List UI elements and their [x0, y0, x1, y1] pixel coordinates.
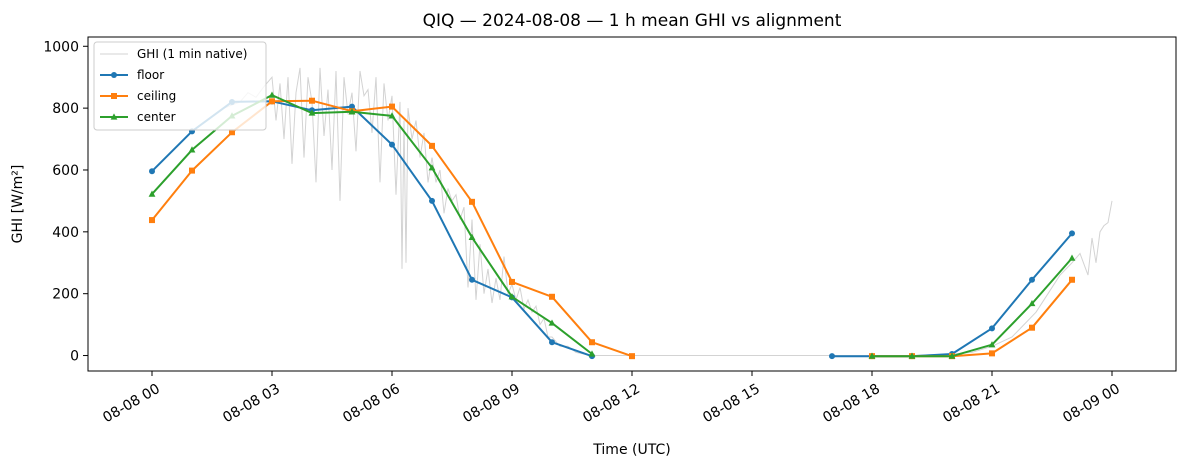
data-point-floor	[1029, 276, 1035, 283]
chart-marks	[148, 67, 1113, 360]
series-center	[148, 91, 1076, 359]
data-point-floor	[989, 325, 995, 332]
data-point-ceiling	[1069, 276, 1075, 283]
x-tick-label: 08-08 18	[820, 381, 883, 426]
data-point-floor	[349, 103, 355, 110]
series-floor	[149, 98, 1075, 360]
data-point-center	[1068, 254, 1076, 261]
data-point-floor	[389, 141, 395, 148]
x-tick-label: 08-08 03	[220, 381, 283, 426]
data-point-ceiling	[389, 103, 395, 110]
x-tick-label: 08-08 09	[460, 381, 523, 426]
legend-label: center	[137, 110, 176, 124]
x-axis-title: Time (UTC)	[592, 442, 670, 458]
data-point-center	[588, 350, 596, 357]
data-point-center	[508, 293, 516, 300]
y-axis-title: GHI [W/m²]	[10, 165, 26, 244]
data-point-center	[148, 190, 156, 197]
data-point-center	[908, 352, 916, 359]
data-point-center	[868, 352, 876, 359]
data-point-floor	[469, 276, 475, 283]
data-point-ceiling	[309, 97, 315, 104]
data-point-floor	[149, 168, 155, 175]
data-point-center	[388, 112, 396, 119]
y-axis: 0 200 400 600 800 1000	[43, 39, 88, 365]
data-point-floor	[829, 353, 835, 360]
legend-marker	[110, 113, 118, 120]
data-point-ceiling	[229, 129, 235, 136]
data-point-floor	[1069, 230, 1075, 237]
y-tick-label: 0	[70, 349, 79, 365]
legend: GHI (1 min native) floor ceiling center	[93, 41, 267, 131]
data-point-ceiling	[589, 339, 595, 346]
data-point-ceiling	[989, 350, 995, 357]
x-tick-label: 08-08 15	[700, 381, 763, 426]
x-axis: 08-08 00 08-08 03 08-08 06 08-08 09 08-08 12…	[100, 371, 1123, 426]
legend-item: GHI (1 min native)	[100, 47, 247, 61]
data-point-ceiling	[549, 293, 555, 300]
data-point-center	[988, 341, 996, 348]
y-tick-label: 800	[52, 101, 79, 117]
chart-title: QIQ — 2024-08-08 — 1 h mean GHI vs align…	[423, 11, 842, 31]
legend-label: GHI (1 min native)	[137, 47, 247, 61]
data-point-center	[308, 109, 316, 116]
legend-label: floor	[137, 68, 164, 82]
x-tick-label: 08-08 00	[100, 381, 163, 426]
data-point-center	[348, 108, 356, 115]
data-point-ceiling	[629, 353, 635, 360]
data-point-ceiling	[469, 198, 475, 205]
data-point-ceiling	[1029, 324, 1035, 331]
x-tick-label: 08-08 12	[580, 381, 643, 426]
y-tick-label: 200	[52, 287, 79, 303]
data-point-center	[468, 233, 476, 240]
series-line-center	[151, 94, 1073, 358]
data-point-ceiling	[509, 278, 515, 285]
series-line-floor	[151, 100, 1073, 358]
y-tick-label: 600	[52, 163, 79, 179]
legend-box	[93, 41, 267, 131]
x-tick-label: 08-08 21	[940, 381, 1003, 426]
data-point-center	[428, 164, 436, 171]
data-point-floor	[549, 339, 555, 346]
legend-marker	[111, 93, 117, 99]
legend-marker	[111, 72, 117, 78]
data-point-ceiling	[189, 167, 195, 174]
series-ceiling	[149, 97, 1075, 360]
data-point-center	[188, 146, 196, 153]
data-point-center	[1028, 299, 1036, 307]
data-point-center	[268, 91, 276, 98]
data-point-center	[548, 319, 556, 326]
y-tick-label: 1000	[43, 39, 79, 55]
legend-item: center	[100, 110, 176, 124]
legend-item: floor	[100, 68, 164, 82]
series-line-ceiling	[151, 99, 1073, 358]
y-tick-label: 400	[52, 225, 79, 241]
data-point-floor	[429, 197, 435, 204]
data-point-ceiling	[149, 217, 155, 224]
x-tick-label: 08-09 00	[1060, 381, 1123, 426]
data-point-ceiling	[429, 142, 435, 149]
data-point-ceiling	[269, 98, 275, 105]
legend-label: ceiling	[137, 89, 176, 103]
x-tick-label: 08-08 06	[340, 381, 403, 426]
legend-item: ceiling	[100, 89, 176, 103]
data-point-center	[948, 352, 956, 359]
